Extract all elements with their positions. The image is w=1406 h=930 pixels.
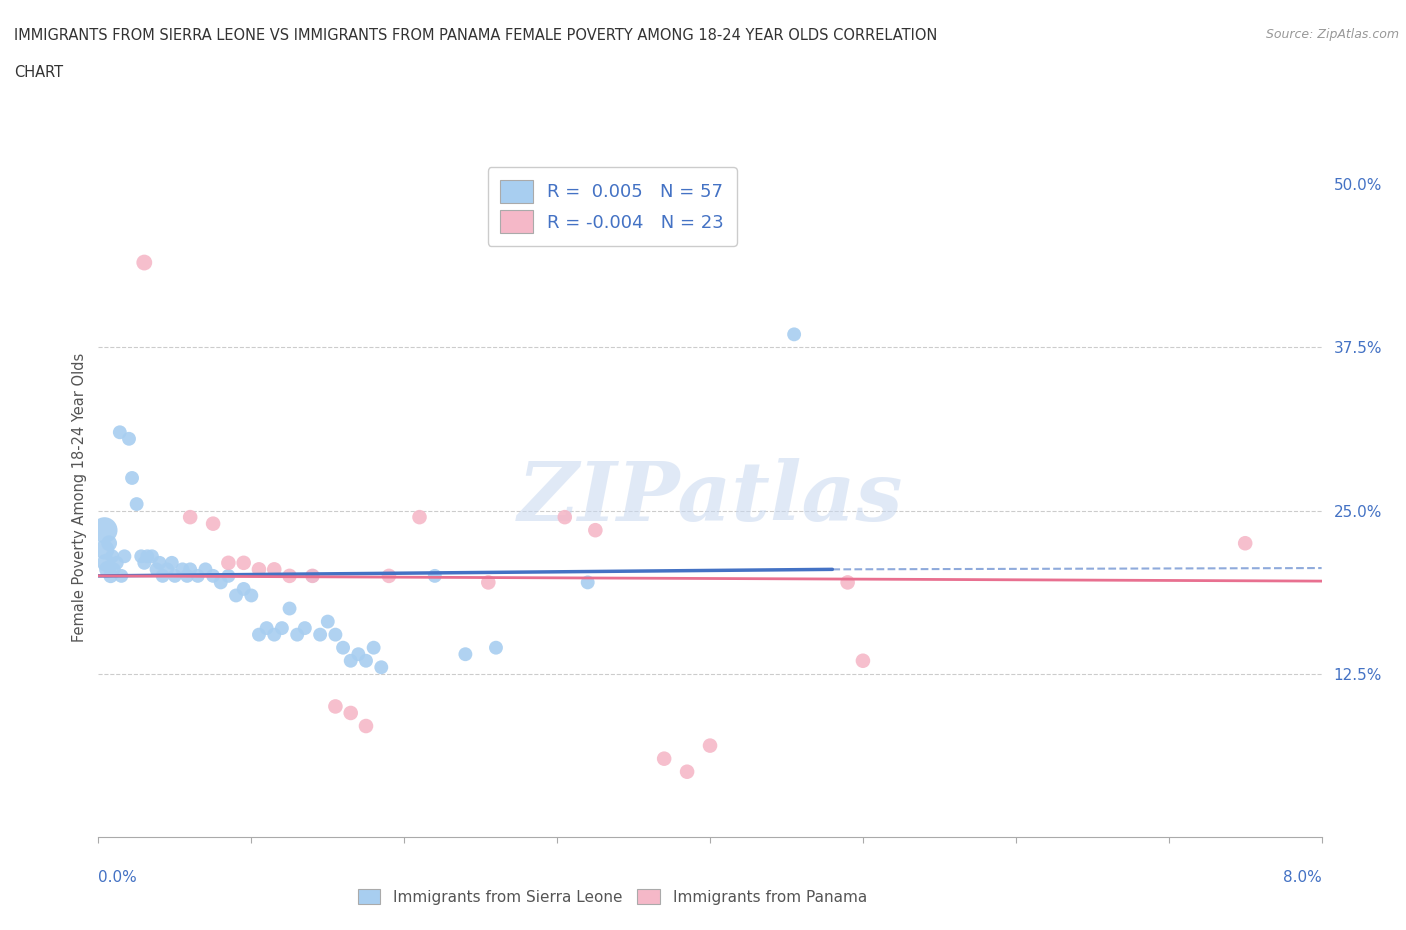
Point [316, 614, 339, 629]
Point [263, 562, 285, 577]
Point [676, 764, 699, 779]
Point [378, 568, 401, 583]
Point [309, 627, 332, 642]
Point [97, 562, 120, 577]
Point [325, 699, 347, 714]
Text: ZIPatlas: ZIPatlas [517, 458, 903, 538]
Point [100, 568, 122, 583]
Point [94, 555, 117, 570]
Point [121, 471, 143, 485]
Point [145, 562, 167, 577]
Point [108, 425, 131, 440]
Point [278, 601, 301, 616]
Point [98, 536, 121, 551]
Point [209, 575, 232, 590]
Point [354, 653, 377, 668]
Point [179, 510, 201, 525]
Point [160, 555, 183, 570]
Point [202, 516, 225, 531]
Point [285, 627, 308, 642]
Legend: Immigrants from Sierra Leone, Immigrants from Panama: Immigrants from Sierra Leone, Immigrants… [352, 883, 873, 910]
Y-axis label: Female Poverty Among 18-24 Year Olds: Female Poverty Among 18-24 Year Olds [72, 352, 87, 643]
Point [129, 549, 152, 564]
Point [263, 627, 285, 642]
Point [112, 549, 135, 564]
Point [149, 555, 172, 570]
Point [423, 568, 446, 583]
Text: 0.0%: 0.0% [98, 870, 138, 884]
Point [1234, 536, 1257, 551]
Point [347, 646, 370, 661]
Point [217, 568, 239, 583]
Point [194, 562, 217, 577]
Point [783, 327, 806, 342]
Point [408, 510, 430, 525]
Point [325, 627, 347, 642]
Point [136, 549, 159, 564]
Point [256, 620, 278, 635]
Point [152, 568, 174, 583]
Point [301, 568, 323, 583]
Point [652, 751, 675, 766]
Point [110, 568, 132, 583]
Point [232, 555, 254, 570]
Point [156, 562, 179, 577]
Point [583, 523, 606, 538]
Point [125, 497, 148, 512]
Text: 8.0%: 8.0% [1282, 870, 1322, 884]
Point [187, 568, 209, 583]
Point [172, 562, 194, 577]
Point [454, 646, 477, 661]
Text: Source: ZipAtlas.com: Source: ZipAtlas.com [1265, 28, 1399, 41]
Point [485, 640, 508, 655]
Point [134, 555, 156, 570]
Point [163, 568, 186, 583]
Point [232, 581, 254, 596]
Point [118, 432, 141, 446]
Point [339, 706, 361, 721]
Point [294, 620, 316, 635]
Point [134, 255, 156, 270]
Point [202, 568, 225, 583]
Point [247, 627, 270, 642]
Point [270, 620, 294, 635]
Point [301, 568, 323, 583]
Point [339, 653, 361, 668]
Point [225, 588, 247, 603]
Text: IMMIGRANTS FROM SIERRA LEONE VS IMMIGRANTS FROM PANAMA FEMALE POVERTY AMONG 18-2: IMMIGRANTS FROM SIERRA LEONE VS IMMIGRAN… [14, 28, 938, 43]
Point [217, 555, 239, 570]
Point [179, 562, 201, 577]
Point [554, 510, 576, 525]
Text: CHART: CHART [14, 65, 63, 80]
Point [176, 568, 198, 583]
Point [278, 568, 301, 583]
Point [101, 549, 124, 564]
Point [699, 738, 721, 753]
Point [852, 653, 875, 668]
Point [354, 719, 377, 734]
Point [370, 660, 392, 675]
Point [93, 523, 115, 538]
Point [240, 588, 263, 603]
Point [141, 549, 163, 564]
Point [477, 575, 499, 590]
Point [837, 575, 859, 590]
Point [363, 640, 385, 655]
Point [576, 575, 599, 590]
Point [247, 562, 270, 577]
Point [332, 640, 354, 655]
Point [103, 562, 125, 577]
Point [93, 542, 115, 557]
Point [105, 555, 128, 570]
